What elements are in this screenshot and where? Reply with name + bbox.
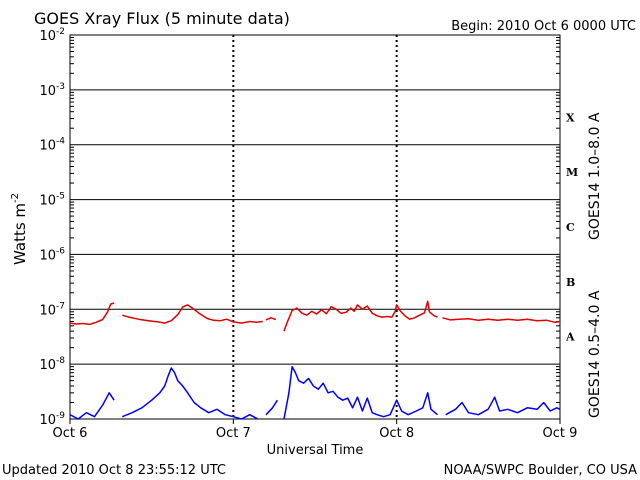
short-channel-series-line — [122, 367, 259, 420]
series-layer — [69, 300, 561, 420]
flare-class-label: M — [566, 166, 578, 179]
x-tick-label: Oct 8 — [379, 426, 414, 441]
y-tick-label: 10-5 — [39, 192, 65, 209]
x-tick-label: Oct 7 — [216, 426, 251, 441]
flare-class-label: X — [566, 111, 575, 124]
begin-label: Begin: 2010 Oct 6 0000 UTC — [451, 19, 636, 34]
flare-class-label: C — [566, 221, 575, 234]
long-channel-series-line — [442, 317, 561, 324]
x-axis-label: Universal Time — [267, 443, 364, 458]
short-channel-series-line — [283, 365, 438, 420]
flare-class-label: B — [566, 276, 575, 289]
y-tick-label: 10-2 — [39, 27, 65, 44]
plot-frame — [69, 34, 561, 420]
flare-class-layer: X M C B A — [565, 111, 578, 343]
y-tick-label: 10-3 — [39, 82, 65, 99]
long-channel-series-line — [122, 304, 263, 324]
short-channel-series-line — [265, 399, 279, 416]
y-tick-label: 10-6 — [39, 246, 65, 263]
legend-short-channel: GOES14 0.5–4.0 A — [587, 290, 603, 418]
y-tick-label: 10-4 — [39, 137, 65, 154]
long-channel-series-line — [283, 300, 438, 332]
y-axis-label: Watts m-2 — [10, 193, 29, 265]
x-tick-label: Oct 6 — [53, 426, 88, 441]
flare-class-label: A — [565, 331, 575, 344]
updated-label: Updated 2010 Oct 8 23:55:12 UTC — [2, 463, 226, 478]
short-channel-series-line — [445, 396, 561, 416]
chart-title: GOES Xray Flux (5 minute data) — [34, 9, 290, 28]
grid-layer — [70, 35, 560, 419]
long-channel-series-line — [265, 317, 277, 321]
x-tick-layer: Oct 6 Oct 7 Oct 8 Oct 9 — [53, 419, 578, 441]
y-tick-label: 10-8 — [39, 356, 65, 373]
x-tick-label: Oct 9 — [543, 426, 578, 441]
y-tick-label: 10-7 — [39, 301, 65, 318]
y-tick-label: 10-9 — [39, 411, 65, 428]
source-label: NOAA/SWPC Boulder, CO USA — [444, 463, 637, 478]
short-channel-series-line — [69, 392, 115, 420]
long-channel-series-line — [69, 302, 115, 326]
legend-long-channel: GOES14 1.0–8.0 A — [587, 112, 603, 240]
y-tick-layer: 10-2 10-3 10-4 10-5 10-6 10-7 10-8 10-9 — [39, 27, 65, 428]
